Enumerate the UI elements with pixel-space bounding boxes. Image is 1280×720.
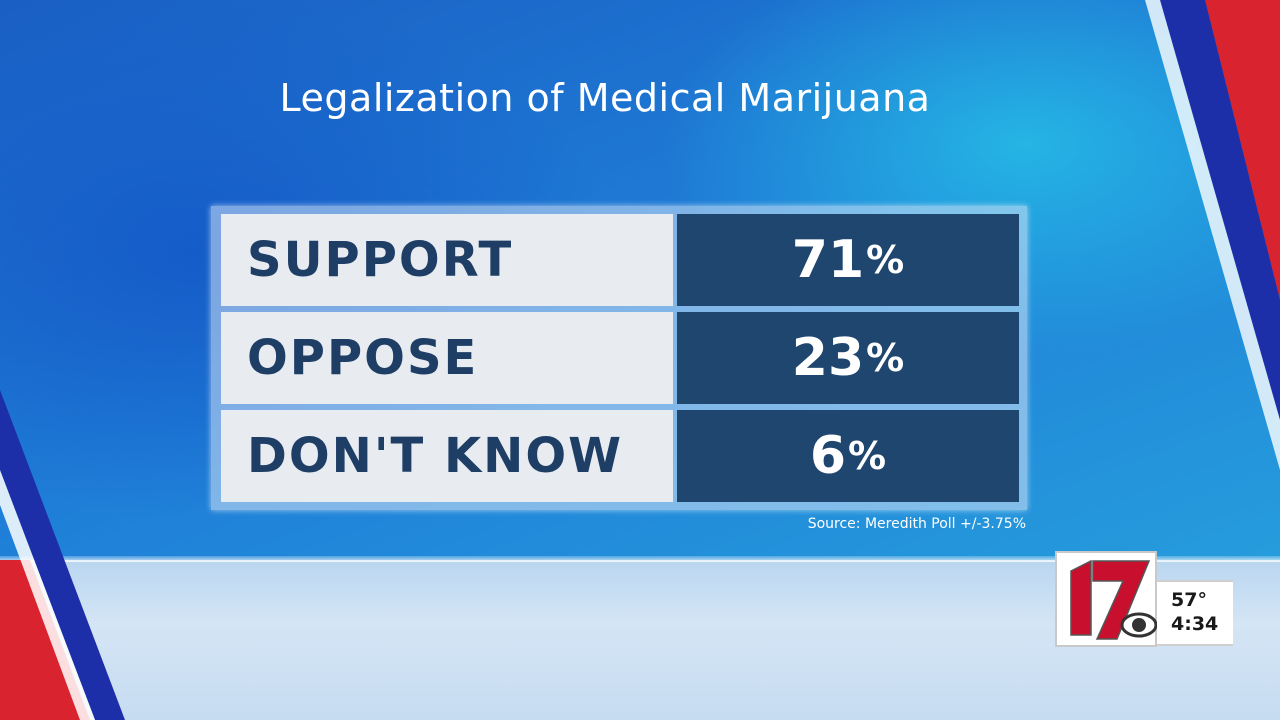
- temperature: 57°: [1171, 589, 1207, 611]
- value-number: 23: [791, 328, 865, 388]
- row-label: SUPPORT: [221, 214, 673, 306]
- table-row: DON'T KNOW 6%: [221, 410, 1029, 502]
- value-number: 6: [809, 426, 847, 486]
- channel-17-logo: [1070, 559, 1158, 640]
- row-label: DON'T KNOW: [221, 410, 673, 502]
- row-value: 23%: [677, 312, 1019, 404]
- left-blue-stripe: [0, 390, 125, 720]
- horizon-line: [0, 556, 1280, 562]
- right-white-stripe: [1145, 0, 1280, 470]
- row-value: 71%: [677, 214, 1019, 306]
- station-logo: [1055, 551, 1158, 647]
- table-row: OPPOSE 23%: [221, 312, 1029, 404]
- row-label: OPPOSE: [221, 312, 673, 404]
- results-table: SUPPORT 71% OPPOSE 23% DON'T KNOW 6%: [211, 206, 1027, 510]
- left-white-stripe: [0, 470, 95, 720]
- value-unit: %: [866, 238, 905, 282]
- page-title: Legalization of Medical Marijuana: [279, 76, 931, 120]
- table-row: SUPPORT 71%: [221, 214, 1029, 306]
- weather-time-box: 57° 4:34: [1157, 580, 1233, 646]
- value-number: 71: [791, 230, 865, 290]
- clock-time: 4:34: [1171, 613, 1219, 635]
- row-value: 6%: [677, 410, 1019, 502]
- value-unit: %: [848, 434, 887, 478]
- value-unit: %: [866, 336, 905, 380]
- cbs-eye-icon: [1120, 612, 1158, 638]
- source-note: Source: Meredith Poll +/-3.75%: [807, 516, 1026, 532]
